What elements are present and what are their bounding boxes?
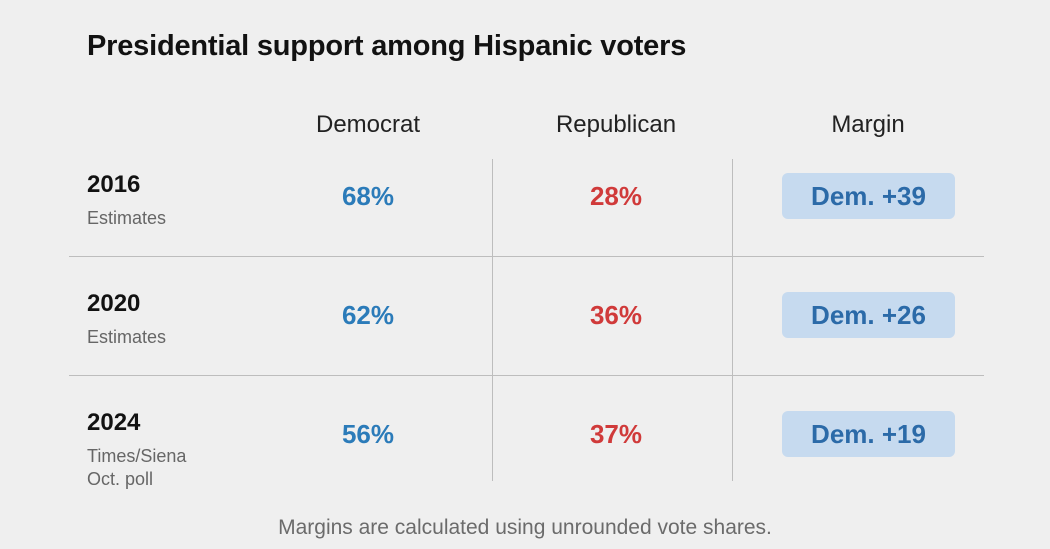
democrat-value: 68% bbox=[341, 181, 395, 211]
column-header-margin: Margin bbox=[831, 111, 905, 138]
column-divider bbox=[492, 159, 493, 481]
republican-value: 36% bbox=[589, 300, 643, 330]
republican-value: 37% bbox=[589, 419, 643, 449]
table-row: 2016 Estimates 68% 28% Dem. +39 bbox=[0, 160, 1050, 260]
footnote: Margins are calculated using unrounded v… bbox=[278, 516, 772, 539]
row-year: 2020 bbox=[87, 290, 141, 317]
democrat-value: 56% bbox=[341, 419, 395, 449]
row-subtitle: Estimates bbox=[87, 208, 167, 228]
column-divider bbox=[732, 159, 733, 481]
chart-title: Presidential support among Hispanic vote… bbox=[87, 30, 687, 62]
row-divider bbox=[69, 375, 984, 376]
margin-badge: Dem. +19 bbox=[782, 411, 955, 457]
republican-value: 28% bbox=[589, 181, 643, 211]
row-year: 2024 bbox=[87, 409, 141, 436]
row-divider bbox=[69, 256, 984, 257]
column-header-republican: Republican bbox=[555, 111, 677, 138]
margin-badge: Dem. +39 bbox=[782, 173, 955, 219]
table-row: 2024 Times/Siena Oct. poll 56% 37% Dem. … bbox=[0, 398, 1050, 498]
table-row: 2020 Estimates 62% 36% Dem. +26 bbox=[0, 279, 1050, 379]
column-header-democrat: Democrat bbox=[315, 111, 421, 138]
row-year: 2016 bbox=[87, 171, 141, 198]
row-subtitle: Estimates bbox=[87, 327, 167, 347]
margin-badge: Dem. +26 bbox=[782, 292, 955, 338]
democrat-value: 62% bbox=[341, 300, 395, 330]
row-subtitle: Times/Siena Oct. poll bbox=[87, 446, 187, 489]
